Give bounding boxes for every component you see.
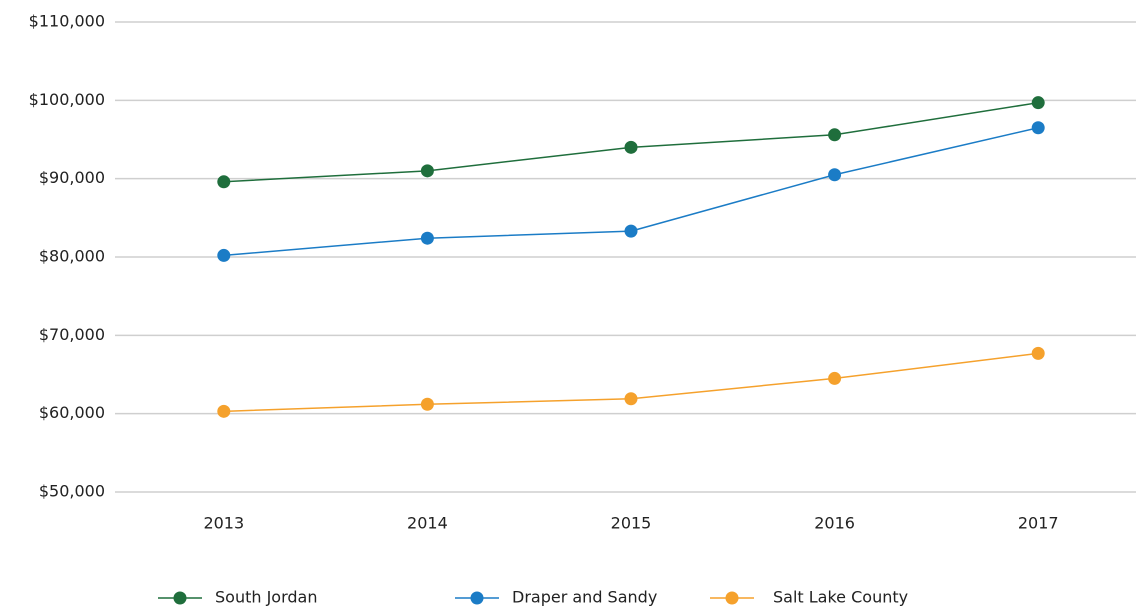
legend-marker bbox=[470, 591, 484, 605]
legend-label: Salt Lake County bbox=[773, 588, 908, 607]
x-tick-label: 2013 bbox=[203, 514, 244, 533]
x-tick-label: 2017 bbox=[1018, 514, 1059, 533]
data-point bbox=[1031, 346, 1045, 360]
data-point bbox=[217, 175, 231, 189]
x-tick-label: 2014 bbox=[407, 514, 448, 533]
x-tick-label: 2016 bbox=[814, 514, 855, 533]
y-tick-label: $90,000 bbox=[39, 168, 105, 187]
y-tick-label: $70,000 bbox=[39, 325, 105, 344]
y-tick-label: $80,000 bbox=[39, 247, 105, 266]
legend-marker bbox=[173, 591, 187, 605]
legend-label: South Jordan bbox=[215, 588, 318, 607]
y-tick-label: $50,000 bbox=[39, 482, 105, 501]
legend-marker bbox=[725, 591, 739, 605]
data-point bbox=[828, 128, 842, 142]
data-point bbox=[624, 140, 638, 154]
data-point bbox=[1031, 96, 1045, 110]
data-point bbox=[420, 231, 434, 245]
data-point bbox=[624, 224, 638, 238]
data-point bbox=[828, 371, 842, 385]
data-point bbox=[217, 404, 231, 418]
x-tick-label: 2015 bbox=[611, 514, 652, 533]
data-point bbox=[217, 248, 231, 262]
data-point bbox=[420, 397, 434, 411]
y-tick-label: $100,000 bbox=[29, 90, 105, 109]
legend-label: Draper and Sandy bbox=[512, 588, 657, 607]
data-point bbox=[1031, 121, 1045, 135]
data-point bbox=[624, 392, 638, 406]
data-point bbox=[828, 168, 842, 182]
data-point bbox=[420, 164, 434, 178]
y-tick-label: $110,000 bbox=[29, 12, 105, 31]
y-tick-label: $60,000 bbox=[39, 403, 105, 422]
